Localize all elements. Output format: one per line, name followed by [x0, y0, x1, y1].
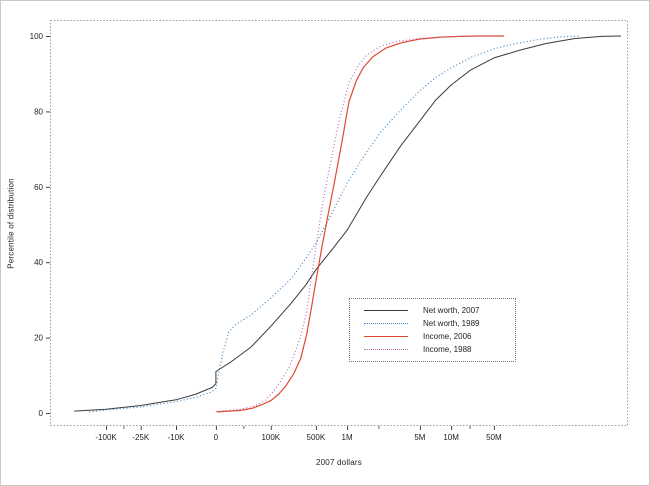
legend-item-net-worth-2007: Net worth, 2007 [364, 306, 515, 316]
y-tick-label: 100 [30, 32, 44, 41]
series-line-net-worth-1989 [89, 35, 580, 413]
income-1988-line-sample [364, 349, 408, 350]
legend-item-income-2006: Income, 2006 [364, 332, 515, 342]
x-axis-title: 2007 dollars [316, 458, 362, 467]
y-tick-label: 20 [34, 334, 43, 343]
legend-label: Net worth, 1989 [423, 319, 480, 328]
x-tick-label: 50M [486, 433, 502, 442]
x-tick-label: -10K [168, 433, 186, 442]
x-tick-label: 1M [342, 433, 353, 442]
y-tick-label: 0 [39, 409, 44, 418]
legend-item-income-1988: Income, 1988 [364, 345, 515, 355]
legend-item-net-worth-1989: Net worth, 1989 [364, 319, 515, 329]
x-tick-label: 0 [214, 433, 219, 442]
legend-label: Net worth, 2007 [423, 306, 480, 315]
y-axis-title: Percentile of distribution [6, 178, 16, 269]
series-line-income-2006 [216, 35, 505, 413]
net-worth-2007-line-sample [364, 310, 408, 311]
x-tick-label: -25K [132, 433, 150, 442]
series-line-net-worth-2007 [74, 35, 622, 412]
series-line-income-1988 [215, 35, 492, 413]
x-tick-label: -100K [95, 433, 117, 442]
y-tick-label: 60 [34, 183, 43, 192]
legend: Net worth, 2007 Net worth, 1989 Income, … [349, 298, 516, 362]
x-tick-label: 500K [307, 433, 326, 442]
net-worth-1989-line-sample [364, 323, 408, 324]
x-tick-label: 5M [414, 433, 425, 442]
plot-frame [50, 20, 628, 426]
x-tick-label: 100K [261, 433, 280, 442]
y-tick-label: 40 [34, 258, 43, 267]
income-2006-line-sample [364, 336, 408, 337]
legend-label: Income, 1988 [423, 345, 472, 354]
y-tick-label: 80 [34, 107, 43, 116]
x-tick-label: 10M [443, 433, 459, 442]
legend-label: Income, 2006 [423, 332, 472, 341]
